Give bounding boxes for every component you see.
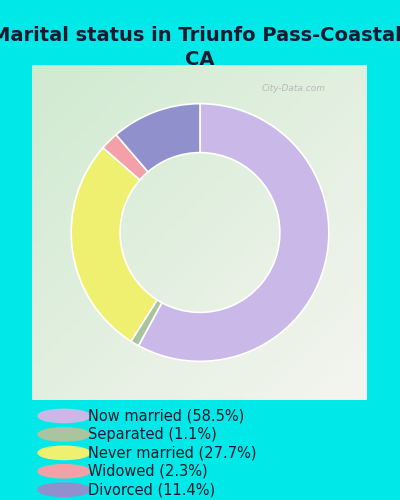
Circle shape: [38, 446, 90, 460]
Wedge shape: [131, 300, 162, 346]
Text: Widowed (2.3%): Widowed (2.3%): [88, 464, 208, 479]
Text: Divorced (11.4%): Divorced (11.4%): [88, 482, 215, 497]
Text: City-Data.com: City-Data.com: [262, 84, 326, 93]
Text: Now married (58.5%): Now married (58.5%): [88, 408, 244, 424]
Wedge shape: [116, 104, 200, 172]
Text: Never married (27.7%): Never married (27.7%): [88, 446, 256, 460]
Wedge shape: [71, 148, 157, 341]
Text: Marital status in Triunfo Pass-Coastal,
CA: Marital status in Triunfo Pass-Coastal, …: [0, 26, 400, 68]
Wedge shape: [138, 104, 329, 362]
Circle shape: [38, 410, 90, 422]
Circle shape: [38, 464, 90, 478]
Circle shape: [38, 483, 90, 496]
Wedge shape: [103, 134, 148, 180]
Circle shape: [38, 428, 90, 441]
Text: Separated (1.1%): Separated (1.1%): [88, 427, 217, 442]
